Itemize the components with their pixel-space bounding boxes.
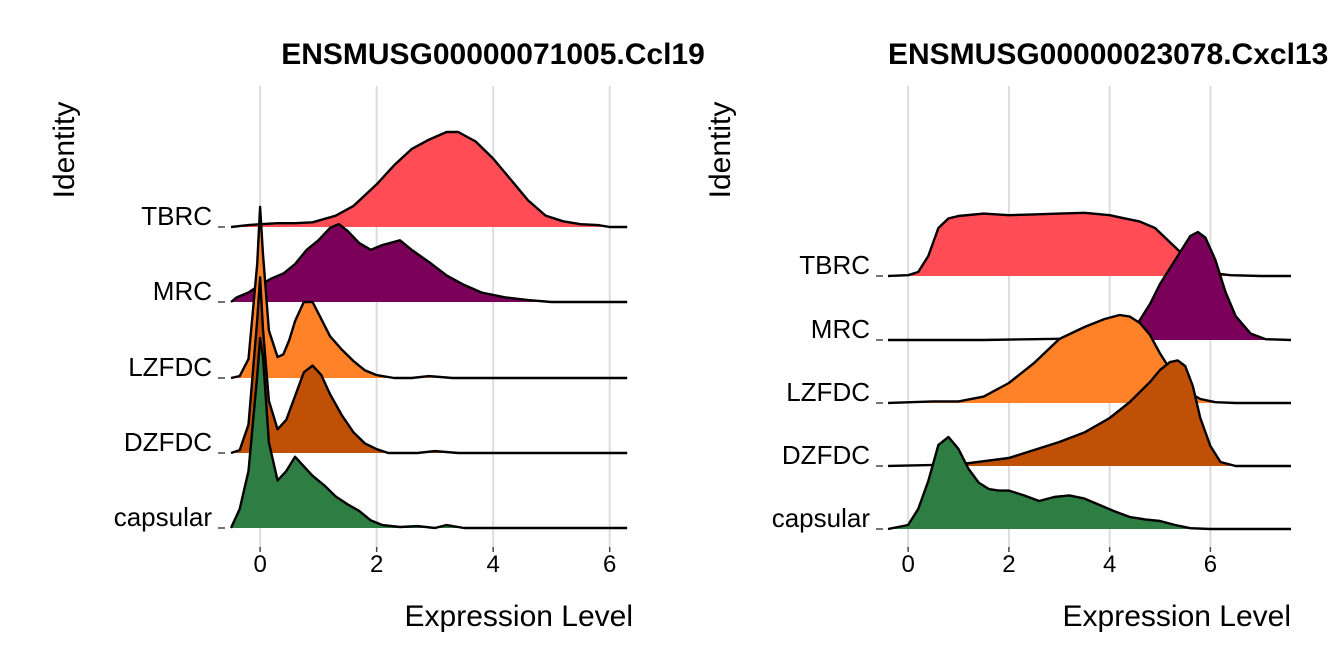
y-axis-label: Identity	[48, 102, 81, 199]
y-axis-label: Identity	[704, 102, 737, 199]
ridge-outline-mrc	[230, 222, 628, 304]
y-tick-label-tbrc: TBRC	[141, 201, 212, 231]
ridge-outline-mrc	[888, 230, 1292, 342]
y-tick-label-mrc: MRC	[811, 314, 870, 344]
ridge-outline-capsular	[887, 435, 1291, 531]
ridgeline-panel-cxcl13: ENSMUSG00000023078.Cxcl13 Identity Expre…	[704, 38, 1328, 633]
ridge-outline-dzfdc	[887, 359, 1291, 468]
ridge-outline-capsular	[229, 336, 628, 530]
y-tick-labels: TBRC MRC LZFDC DZFDC capsular	[772, 250, 883, 533]
x-tick-label: 4	[486, 551, 499, 578]
y-tick-labels: TBRC MRC LZFDC DZFDC capsular	[114, 201, 225, 532]
ridge-outline-tbrc	[230, 130, 628, 229]
ridge-area-capsular	[888, 437, 1291, 529]
y-tick-label-dzfdc: DZFDC	[124, 427, 212, 457]
x-tick-label: 2	[1002, 551, 1015, 578]
x-tick-labels: 0 2 4 6	[901, 547, 1217, 578]
x-tick-label: 6	[1204, 551, 1217, 578]
y-tick-label-capsular: capsular	[114, 502, 213, 532]
x-tick-label: 0	[253, 551, 266, 578]
y-tick-label-capsular: capsular	[772, 503, 871, 533]
ridgeline-panel-ccl19: ENSMUSG00000071005.Ccl19 Identity Expres…	[48, 38, 705, 633]
x-tick-label: 6	[603, 551, 616, 578]
panel-title: ENSMUSG00000023078.Cxcl13	[888, 38, 1328, 71]
ridge-area-dzfdc	[888, 360, 1291, 466]
density-ridges	[229, 130, 628, 530]
ridge-area-tbrc	[888, 212, 1291, 276]
ridge-area-mrc	[888, 232, 1291, 340]
ridge-area-tbrc	[231, 132, 628, 227]
ridge-outline-dzfdc	[230, 276, 628, 455]
ridge-outline-lzfdc	[230, 205, 628, 380]
y-tick-label-lzfdc: LZFDC	[786, 377, 870, 407]
panel-title: ENSMUSG00000071005.Ccl19	[281, 38, 705, 71]
x-tick-labels: 0 2 4 6	[253, 547, 616, 578]
ridge-area-lzfdc	[888, 315, 1291, 403]
y-tick-label-tbrc: TBRC	[799, 250, 870, 280]
y-tick-label-lzfdc: LZFDC	[128, 352, 212, 382]
x-axis-label: Expression Level	[1063, 600, 1291, 633]
ridge-outline-lzfdc	[887, 313, 1291, 405]
x-tick-label: 0	[901, 551, 914, 578]
x-axis-label: Expression Level	[405, 600, 633, 633]
y-tick-label-mrc: MRC	[153, 276, 212, 306]
x-tick-label: 4	[1103, 551, 1116, 578]
ridge-area-dzfdc	[231, 277, 628, 453]
x-tick-label: 2	[370, 551, 383, 578]
y-tick-label-dzfdc: DZFDC	[782, 440, 870, 470]
ridge-area-lzfdc	[231, 207, 628, 378]
density-ridges	[887, 211, 1292, 531]
ridge-area-capsular	[231, 338, 628, 528]
